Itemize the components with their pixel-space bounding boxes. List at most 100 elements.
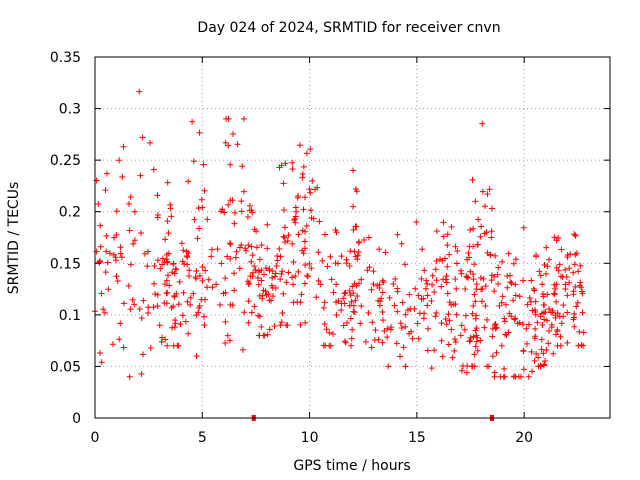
data-point [117,320,124,327]
data-point [97,243,104,250]
data-point [380,279,387,286]
data-point [238,242,245,249]
data-point [352,297,359,304]
data-point [326,342,333,349]
data-point [564,309,571,316]
data-point [400,344,407,351]
data-point [531,357,538,364]
data-point [498,299,505,306]
data-point [179,258,186,265]
data-point [200,161,207,168]
data-point [285,269,292,276]
data-point [370,281,377,288]
data-point [558,320,565,327]
data-point [570,316,577,323]
data-point [306,260,313,267]
data-point [279,268,286,275]
data-point [350,203,357,210]
data-point [539,290,546,297]
data-point [420,315,427,322]
data-point [164,179,171,186]
data-point [266,297,273,304]
data-point [201,322,208,329]
data-point [470,271,477,278]
data-point [120,300,127,307]
data-point [392,275,399,282]
data-point [446,251,453,258]
data-point [167,205,174,212]
data-point [222,115,229,122]
data-point [353,282,360,289]
data-point [424,280,431,287]
data-point [165,272,172,279]
data-point [560,313,567,320]
data-point [445,311,452,318]
data-point [187,301,194,308]
data-point [512,315,519,322]
data-point [315,249,322,256]
data-point [579,290,586,297]
data-point [550,290,557,297]
data-point [406,330,413,337]
data-point [439,353,446,360]
data-point [341,300,348,307]
data-point [350,290,357,297]
data-point [382,249,389,256]
data-point [501,318,508,325]
data-point [579,309,586,316]
data-point [229,197,236,204]
data-point [450,301,457,308]
data-point [97,350,104,357]
data-point [478,223,485,230]
data-point [239,163,246,170]
data-point [553,281,560,288]
data-point [489,333,496,340]
data-point [424,292,431,299]
data-point [244,214,251,221]
data-point [164,218,171,225]
data-point [204,216,211,223]
data-point [577,262,584,269]
data-point [193,267,200,274]
data-point [195,205,202,212]
data-point [274,253,281,260]
data-point [113,208,120,215]
y-tick-label: 0.35 [50,50,81,66]
data-point [308,265,315,272]
data-point [356,238,363,245]
data-point [198,196,205,203]
data-point [574,299,581,306]
data-point [245,280,252,287]
data-point [537,363,544,370]
data-point [109,341,116,348]
data-point [416,310,423,317]
data-point [333,229,340,236]
data-point [319,257,326,264]
data-point [231,220,238,227]
data-point [240,188,247,195]
data-point [117,244,124,251]
data-point [390,281,397,288]
data-point [491,288,498,295]
data-point [557,333,564,340]
data-point [458,270,465,277]
data-point [457,267,464,274]
data-point [551,234,558,241]
data-point [247,273,254,280]
data-point [443,279,450,286]
data-point [184,261,191,268]
data-point [214,246,221,253]
data-point [171,270,178,277]
data-point [398,325,405,332]
data-point [453,311,460,318]
data-point [376,246,383,253]
data-point [520,277,527,284]
data-point [255,281,262,288]
data-point [321,321,328,328]
data-point [279,309,286,316]
data-point [552,331,559,338]
data-point [372,327,379,334]
data-point [515,373,522,380]
data-point [414,320,421,327]
data-point [364,267,371,274]
